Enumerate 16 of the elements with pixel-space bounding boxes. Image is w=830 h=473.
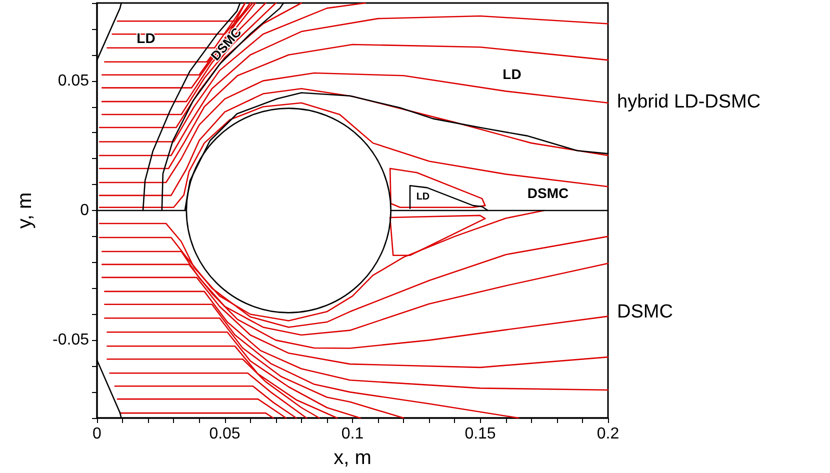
annotation: LD <box>136 30 156 46</box>
text: hybrid LD-DSMC <box>617 92 761 112</box>
annotation: LD <box>416 192 430 202</box>
text: DSMC <box>617 302 673 322</box>
y-tick-label: 0.05 <box>58 72 90 90</box>
y-tick-label: -0.05 <box>52 332 90 349</box>
x-tick-label: 0.15 <box>464 426 496 442</box>
x-tick-label: 0.1 <box>341 426 364 442</box>
y-axis-title: y, m <box>14 192 36 229</box>
annotation: DSMC <box>527 185 569 201</box>
x-tick-label: 0.2 <box>596 426 620 442</box>
x-axis-title: x, m <box>334 447 372 469</box>
x-tick-label: 0 <box>92 426 102 442</box>
x-tick-label: 0.05 <box>209 426 240 442</box>
annotation: LD <box>502 66 522 82</box>
y-tick-label: 0 <box>80 202 90 219</box>
